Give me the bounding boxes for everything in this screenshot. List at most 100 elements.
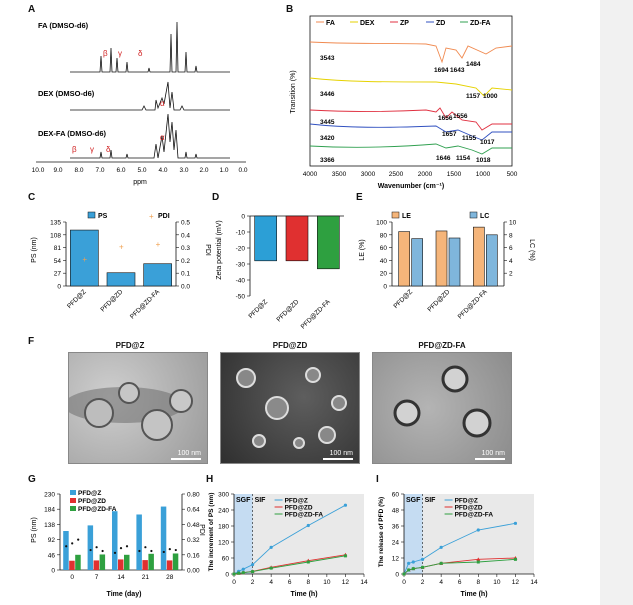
legend-swatch-g-pfdzdfa bbox=[70, 506, 76, 511]
data-point bbox=[241, 571, 245, 575]
e-y2-tick-label: 10 bbox=[509, 220, 517, 227]
ftir-peak-3366: 3366 bbox=[320, 157, 335, 164]
g-pdi-dot bbox=[113, 551, 117, 554]
tem-particles-pfdzdfa bbox=[393, 365, 492, 438]
g-pdi-dot bbox=[71, 542, 74, 545]
svgH-y-tick-label: 180 bbox=[218, 524, 229, 531]
x-tick-label: 10 bbox=[323, 579, 331, 586]
legend-dex: DEX bbox=[360, 20, 375, 27]
le-bar bbox=[435, 230, 448, 287]
ppm-tick-4: 4.0 bbox=[158, 167, 167, 174]
c-y-tick-label: 81 bbox=[54, 245, 62, 252]
c-y2-tick-label: 0.3 bbox=[181, 245, 190, 252]
c-y-tick-label: 108 bbox=[50, 232, 61, 239]
spectrum-label-fa: FA (DMSO-d6) bbox=[38, 21, 89, 30]
g-bar bbox=[166, 560, 173, 570]
data-point bbox=[476, 560, 480, 564]
tem-particle bbox=[462, 408, 492, 438]
d-y-tick-label: -40 bbox=[236, 278, 246, 285]
legend-label-0: PFD@Z bbox=[285, 498, 308, 505]
legend-zdfa: ZD-FA bbox=[470, 20, 491, 27]
panel-label-b: B bbox=[286, 4, 294, 15]
g-bar bbox=[124, 554, 130, 570]
ftir-trace-fa bbox=[309, 41, 513, 64]
data-point bbox=[439, 545, 443, 549]
tem-image-pfdz: 100 nm bbox=[68, 352, 208, 464]
d-x-tick-label: PFD@ZD-FA bbox=[300, 298, 333, 330]
e-x-tick-label: PFD@Z bbox=[392, 288, 414, 310]
svgI-y-tick-label: 36 bbox=[392, 524, 400, 531]
figure-canvas: A B C D E F G H I FA (DMSO-d6) DEX (DMSO… bbox=[28, 4, 538, 599]
panel-i-chart: The release of PFD (%) Time (h) SGF SIF 0 1… bbox=[378, 492, 538, 599]
c-y-tick-label: 0 bbox=[57, 284, 61, 291]
panel-b-ylabel: Transition (%) bbox=[290, 70, 297, 113]
tem-particles-pfdz bbox=[69, 382, 193, 441]
ppm-tick-7: 7.0 bbox=[95, 167, 104, 174]
tem-particle bbox=[393, 399, 421, 427]
tem-particle bbox=[318, 426, 336, 444]
e-y-tick-label: 60 bbox=[380, 245, 388, 252]
g-y-tick-label: 184 bbox=[44, 507, 55, 514]
phase-label-sif: SIF bbox=[425, 497, 437, 504]
tem-particle bbox=[252, 434, 266, 448]
c-x-tick-label: PFD@ZD bbox=[99, 288, 124, 313]
g-pdi-dot bbox=[174, 548, 177, 552]
g-pdi-dot bbox=[162, 550, 165, 554]
g-y-tick-label: 46 bbox=[48, 552, 56, 559]
c-y2-tick-label: 0.2 bbox=[181, 258, 190, 265]
ppm-tick-1: 1.0 bbox=[219, 167, 228, 174]
tem-title-pfdz: PFD@Z bbox=[115, 341, 145, 350]
data-point bbox=[237, 571, 241, 575]
g-bar bbox=[75, 554, 81, 570]
lc-bar bbox=[448, 237, 461, 287]
e-y-tick-label: 100 bbox=[376, 220, 387, 227]
legend-pdi: PDI bbox=[158, 213, 170, 220]
g-bar bbox=[142, 560, 148, 570]
x-tick-label: 6 bbox=[288, 579, 292, 586]
x-tick-label: 2 bbox=[251, 579, 255, 586]
ftir-peak-1000: 1000 bbox=[483, 93, 498, 100]
panel-e-y2label: LC (%) bbox=[528, 239, 535, 261]
panel-g-xlabel: Time (day) bbox=[107, 591, 142, 598]
ppm-tick-10: 10.0 bbox=[32, 167, 45, 174]
e-y-tick-label: 0 bbox=[383, 284, 387, 291]
tem-particle bbox=[118, 382, 140, 404]
g-bar bbox=[93, 560, 100, 570]
g-pdi-dot bbox=[119, 547, 123, 550]
legend-swatch-ps bbox=[87, 211, 96, 219]
ppm-tick-8: 8.0 bbox=[74, 167, 83, 174]
ftir-peak-1646: 1646 bbox=[436, 155, 451, 162]
panel-label-g: G bbox=[28, 474, 36, 485]
g-pdi-dot bbox=[89, 548, 92, 552]
panel-label-a: A bbox=[28, 4, 36, 15]
x-tick-label: 10 bbox=[493, 579, 501, 586]
le-bar bbox=[473, 226, 485, 287]
peak-label-dexfa-beta: β bbox=[72, 145, 77, 154]
panel-a-ticks: 10.0 9.0 8.0 7.0 6.0 5.0 4.0 3.0 2.0 1.0… bbox=[32, 167, 248, 174]
data-point bbox=[476, 528, 480, 532]
svgI-y-tick-label: 0 bbox=[395, 572, 399, 579]
tem-scale-text: 100 nm bbox=[177, 450, 201, 457]
panel-d-chart: Zeta potential (mV) 0-10-20-30-40-50PFD@… bbox=[216, 214, 344, 330]
tem-particle bbox=[236, 368, 256, 388]
panel-c-y2label: PDI bbox=[204, 244, 211, 256]
zeta-bar bbox=[317, 215, 340, 270]
legend-label-1: PFD@ZD bbox=[455, 505, 483, 512]
tem-particle bbox=[169, 389, 193, 413]
panel-e-chart: LE (%) LC (%) LE LC 0 20 40 60 80 100 2 4 6 8 10 PF… bbox=[359, 211, 535, 321]
x-tick-label: 14 bbox=[360, 579, 368, 586]
panel-d-ylabel: Zeta potential (mV) bbox=[216, 220, 223, 280]
e-y2-tick-label: 6 bbox=[509, 245, 513, 252]
ps-bar bbox=[143, 263, 172, 287]
x-tick-label: 0 bbox=[402, 579, 406, 586]
peak-label-fa-beta: β bbox=[103, 49, 108, 58]
ftir-tick-2000: 2000 bbox=[418, 171, 433, 178]
tem-particle bbox=[441, 365, 469, 393]
legend-zp: ZP bbox=[400, 20, 409, 27]
phase-label-sgf: SGF bbox=[236, 497, 251, 504]
x-tick-label: 12 bbox=[342, 579, 350, 586]
legend-label-2: PFD@ZD-FA bbox=[285, 512, 324, 519]
panel-label-c: C bbox=[28, 192, 36, 203]
g-pdi-dot bbox=[125, 545, 129, 548]
data-point bbox=[421, 565, 425, 569]
